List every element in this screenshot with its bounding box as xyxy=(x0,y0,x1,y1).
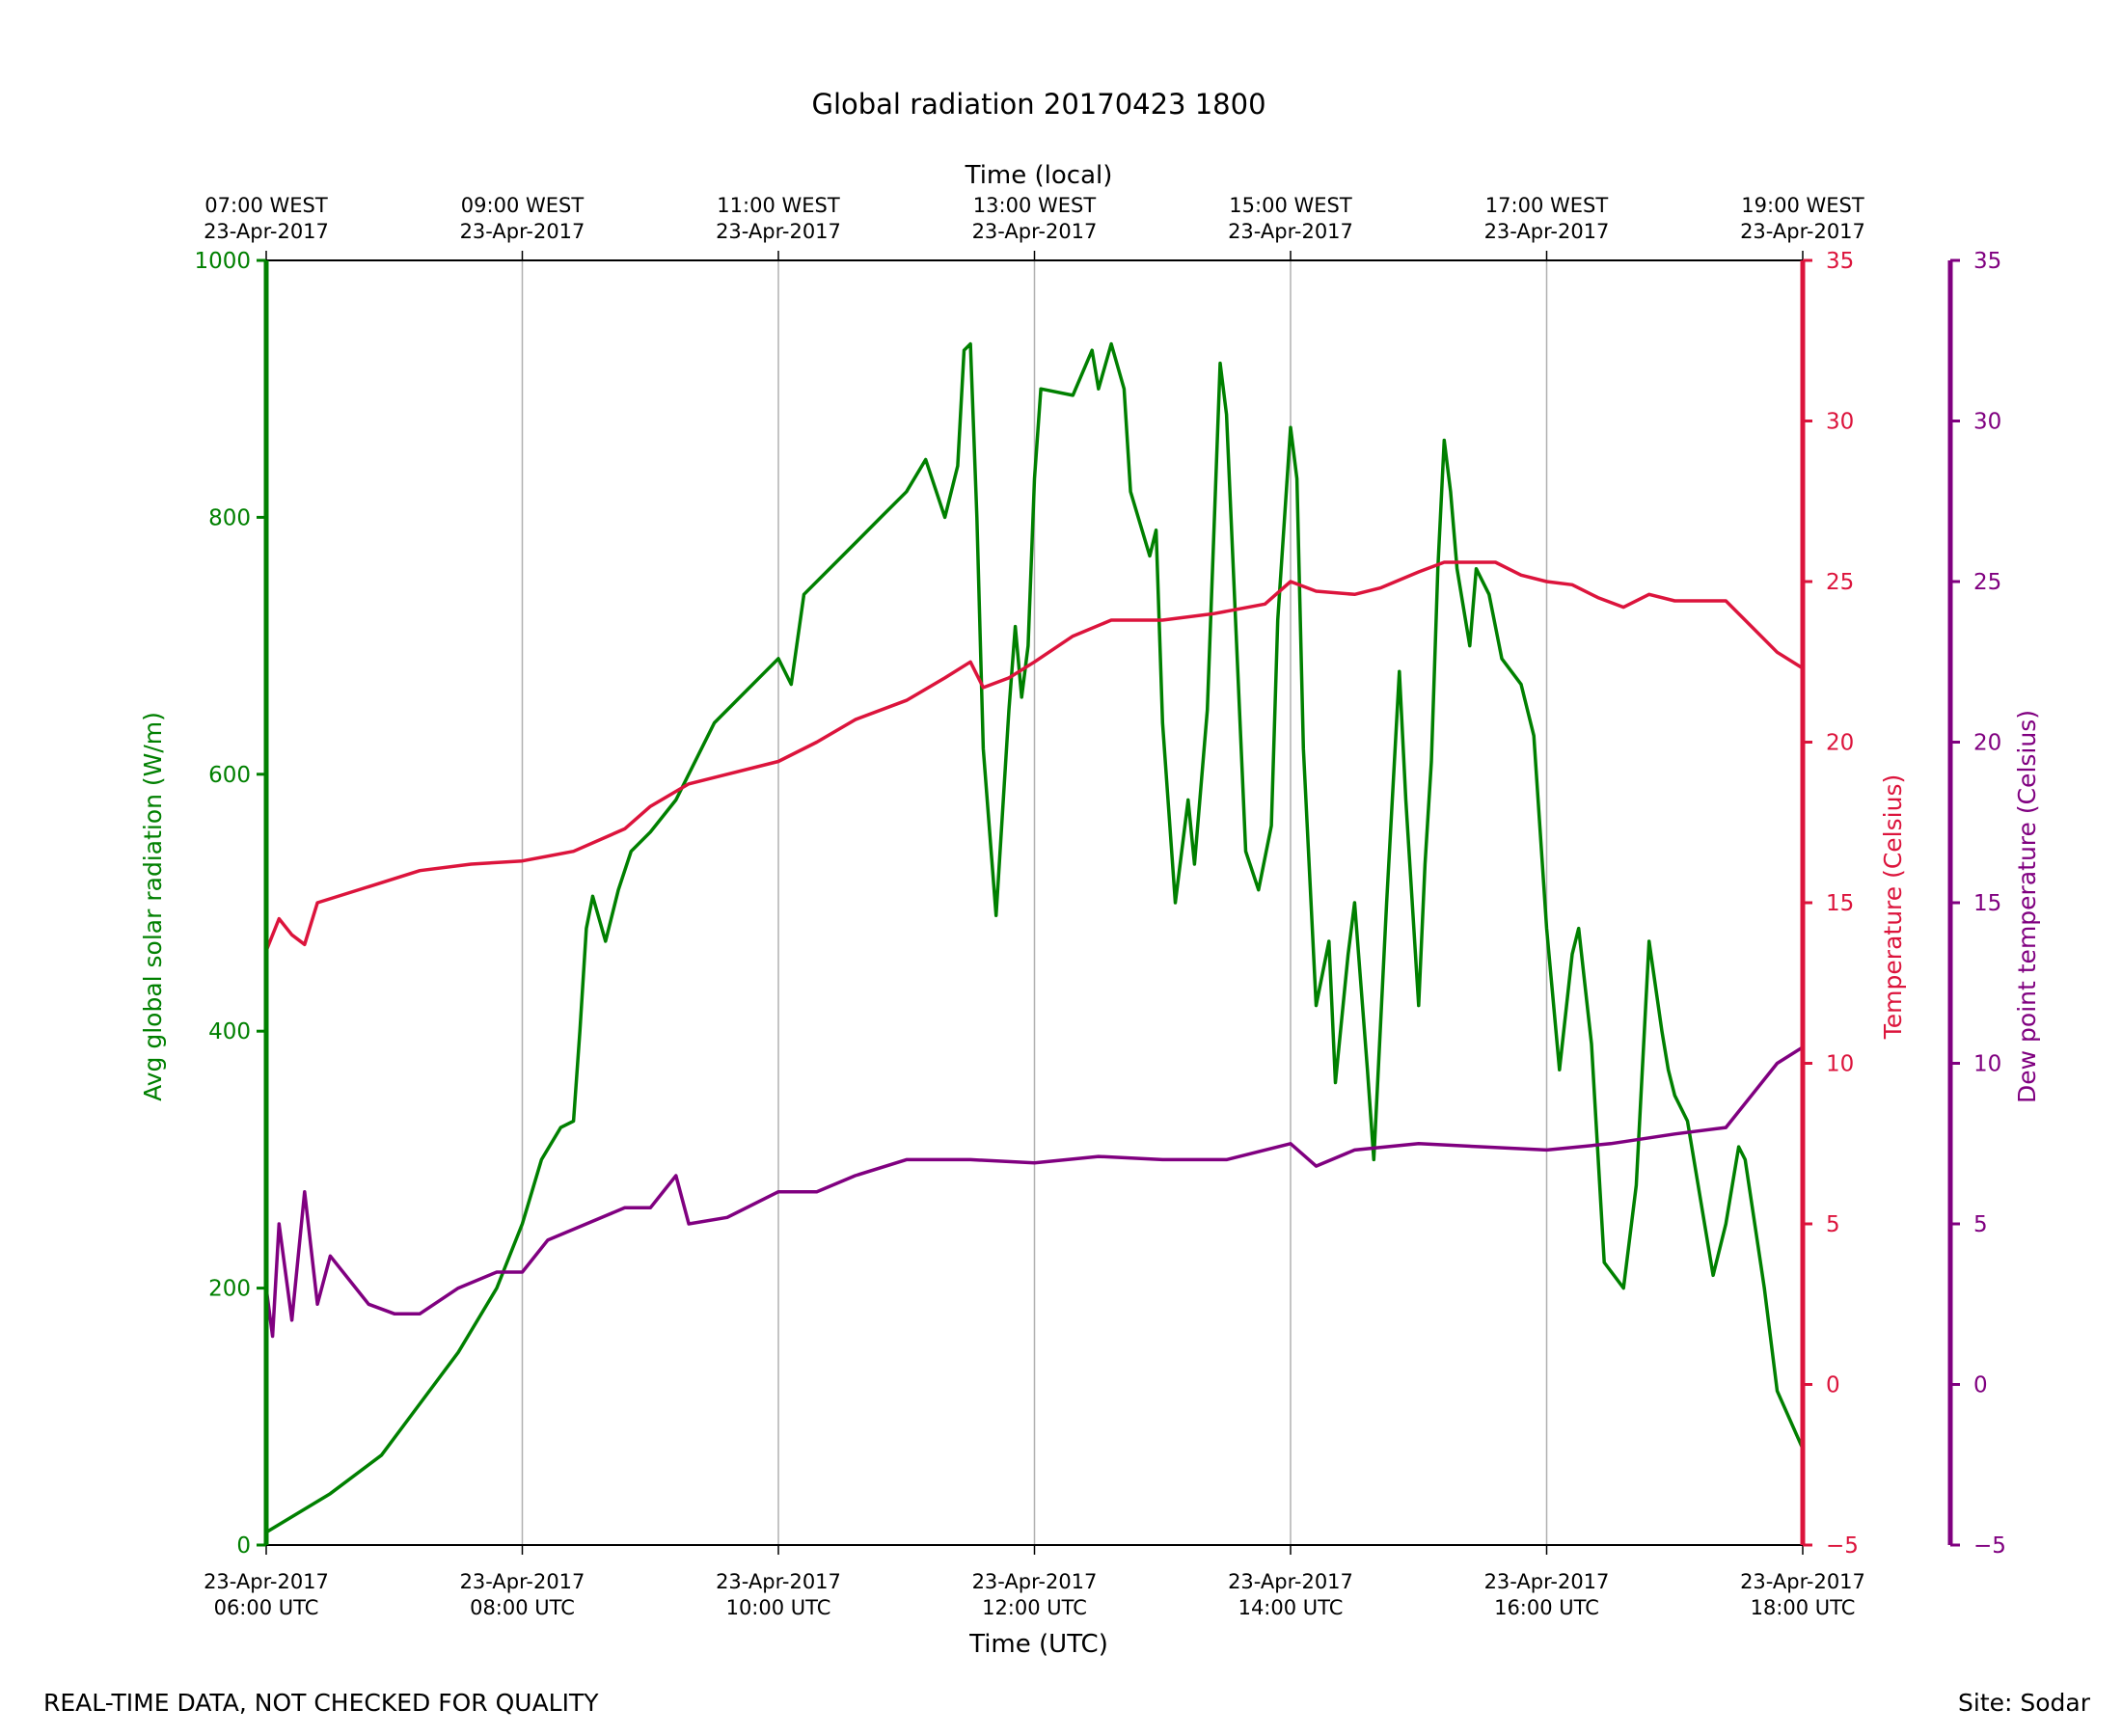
x-tick-label-date: 23-Apr-2017 xyxy=(204,1570,329,1593)
footer-quality-note: REAL-TIME DATA, NOT CHECKED FOR QUALITY xyxy=(43,1689,599,1717)
y-tick-label: 30 xyxy=(1826,410,1854,435)
x-tick-label-time: 16:00 UTC xyxy=(1494,1596,1599,1619)
x-tick-label-date: 23-Apr-2017 xyxy=(460,1570,585,1593)
x-tick-label-date: 23-Apr-2017 xyxy=(716,1570,841,1593)
x-tick-label-date: 23-Apr-2017 xyxy=(972,1570,1098,1593)
series-line-dew-point-temperature xyxy=(264,1045,1804,1339)
left-axis-label: Avg global solar radiation (W/m) xyxy=(139,712,167,1101)
x-tick-label-date: 23-Apr-2017 xyxy=(1228,1570,1353,1593)
top-tick-label-time: 15:00 WEST xyxy=(1229,194,1352,217)
top-tick-label-time: 13:00 WEST xyxy=(973,194,1097,217)
top-tick-label-date: 23-Apr-2017 xyxy=(204,220,329,243)
top-tick-label-time: 19:00 WEST xyxy=(1741,194,1864,217)
top-tick-label-time: 07:00 WEST xyxy=(204,194,328,217)
x-tick-label-time: 12:00 UTC xyxy=(982,1596,1087,1619)
x-tick-label-time: 14:00 UTC xyxy=(1238,1596,1344,1619)
y-tick-label: 5 xyxy=(1973,1212,1988,1237)
y-tick-label: 400 xyxy=(208,1019,251,1044)
top-tick-label-date: 23-Apr-2017 xyxy=(1228,220,1353,243)
right-axis-label: Temperature (Celsius) xyxy=(1879,774,1907,1040)
series-line-temperature xyxy=(264,560,1804,952)
x-tick-label-date: 23-Apr-2017 xyxy=(1484,1570,1610,1593)
axes-group: 23-Apr-2017 06:00 UTC 07:00 WEST 23-Apr-201… xyxy=(194,194,2005,1619)
outer-right-axis-label: Dew point temperature (Celsius) xyxy=(2013,710,2041,1103)
top-tick-label-time: 09:00 WEST xyxy=(461,194,585,217)
y-tick-label: 200 xyxy=(208,1277,251,1302)
y-tick-label: −5 xyxy=(1826,1533,1859,1559)
y-tick-label: 25 xyxy=(1826,570,1854,595)
series-line-avg-global-solar-radiation xyxy=(265,341,1805,1534)
x-tick-label-time: 06:00 UTC xyxy=(214,1596,319,1619)
y-tick-label: 25 xyxy=(1973,570,2001,595)
y-tick-label: 0 xyxy=(1826,1373,1840,1398)
bottom-axis-label: Time (UTC) xyxy=(968,1630,1108,1659)
top-tick-label-date: 23-Apr-2017 xyxy=(972,220,1098,243)
top-tick-label-date: 23-Apr-2017 xyxy=(716,220,841,243)
y-tick-label: 1000 xyxy=(194,249,251,274)
y-tick-label: −5 xyxy=(1973,1533,2006,1559)
top-tick-label-time: 17:00 WEST xyxy=(1485,194,1609,217)
y-tick-label: 600 xyxy=(208,763,251,788)
y-tick-label: 15 xyxy=(1826,891,1854,916)
y-tick-label: 800 xyxy=(208,505,251,530)
top-tick-label-date: 23-Apr-2017 xyxy=(1484,220,1610,243)
x-tick-label-time: 18:00 UTC xyxy=(1751,1596,1856,1619)
chart-title: Global radiation 20170423 1800 xyxy=(811,88,1265,121)
y-tick-label: 20 xyxy=(1826,731,1854,756)
y-tick-label: 20 xyxy=(1973,731,2001,756)
x-tick-label-date: 23-Apr-2017 xyxy=(1740,1570,1865,1593)
footer-site: Site: Sodar xyxy=(1958,1689,2091,1717)
y-tick-label: 10 xyxy=(1973,1052,2001,1077)
top-tick-label-date: 23-Apr-2017 xyxy=(1740,220,1865,243)
x-tick-label-time: 10:00 UTC xyxy=(726,1596,831,1619)
gridlines xyxy=(521,260,1548,1545)
y-tick-label: 5 xyxy=(1826,1212,1840,1237)
y-tick-label: 30 xyxy=(1973,410,2001,435)
series-group xyxy=(264,341,1805,1534)
y-tick-label: 10 xyxy=(1826,1052,1854,1077)
y-tick-label: 35 xyxy=(1826,249,1854,274)
top-tick-label-time: 11:00 WEST xyxy=(717,194,840,217)
top-tick-label-date: 23-Apr-2017 xyxy=(460,220,585,243)
y-tick-label: 15 xyxy=(1973,891,2001,916)
y-tick-label: 35 xyxy=(1973,249,2001,274)
x-tick-label-time: 08:00 UTC xyxy=(470,1596,575,1619)
top-axis-label: Time (local) xyxy=(965,161,1113,190)
y-tick-label: 0 xyxy=(1973,1373,1988,1398)
y-tick-label: 0 xyxy=(236,1533,251,1559)
